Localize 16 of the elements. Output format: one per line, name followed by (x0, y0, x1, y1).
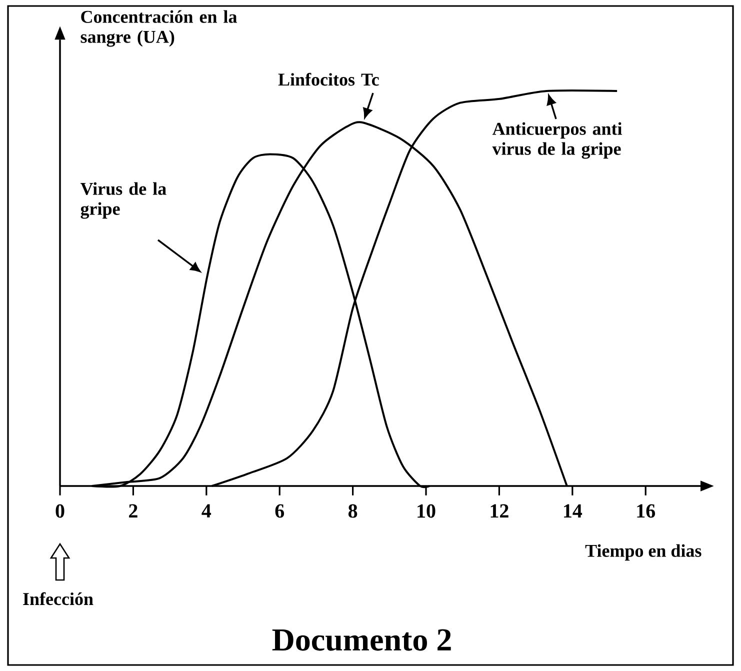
x-tick-label: 10 (418, 504, 436, 518)
x-tick-label: 14 (564, 504, 582, 518)
text: Infección (23, 592, 94, 606)
x-tick-label: 6 (275, 504, 284, 518)
x-tick-label: 2 (129, 504, 138, 518)
legend-label: Anticuerpos anti virus de la gripe (492, 122, 622, 159)
text: Documento 2 (272, 629, 451, 651)
text: Linfocitos Tc (278, 72, 379, 86)
x-axis-title: Tiempo en dias (585, 544, 702, 561)
x-tick-label: 0 (56, 504, 64, 518)
x-tick-label: 4 (202, 504, 212, 518)
x-tick-label: 16 (637, 504, 656, 518)
x-tick-label: 8 (348, 504, 358, 518)
text: Virus de la gripe (80, 182, 166, 219)
x-tick-label: 12 (490, 504, 508, 518)
y-axis-title: Concentración en la sangre (UA) (80, 10, 237, 47)
